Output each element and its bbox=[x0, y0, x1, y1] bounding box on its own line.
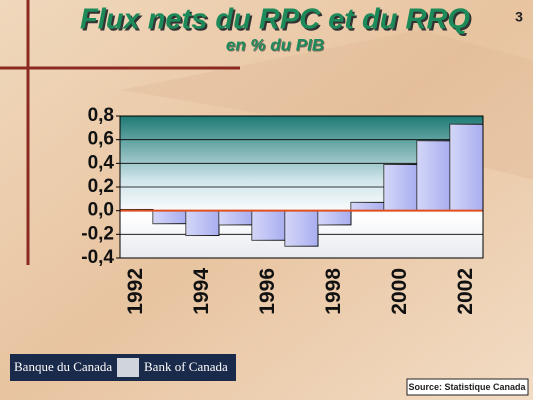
logo-icon bbox=[117, 358, 139, 377]
subtitle-shadow: en % du PIB bbox=[227, 36, 325, 55]
x-tick-label: 1992 bbox=[124, 268, 147, 315]
source-box bbox=[406, 378, 529, 396]
x-tick-label: 2000 bbox=[388, 268, 411, 315]
bar-shine bbox=[417, 140, 450, 211]
plot-frame bbox=[119, 115, 484, 259]
y-tick-label: -0,2 bbox=[81, 223, 114, 244]
bar-shine bbox=[318, 210, 351, 225]
title-shadow: Flux nets du RPC et du RRQ bbox=[82, 6, 472, 38]
y-tick-label: 0,0 bbox=[88, 200, 114, 221]
chart-subtitle: en % du PIB bbox=[226, 35, 324, 54]
x-tick-label: 1994 bbox=[190, 268, 213, 315]
y-tick-label: 0,6 bbox=[88, 129, 114, 150]
y-tick-label: 0,2 bbox=[88, 176, 114, 197]
logo-en: Bank of Canada bbox=[144, 359, 228, 374]
y-tick-label: 0,4 bbox=[88, 152, 115, 173]
bar-shine bbox=[351, 202, 384, 211]
y-tick-label: -0,4 bbox=[81, 247, 114, 268]
bar-shine bbox=[252, 210, 285, 241]
bar-shine bbox=[153, 210, 186, 224]
y-tick-label: 0,8 bbox=[88, 105, 114, 126]
source: Source: Statistique Canada bbox=[408, 382, 526, 392]
logo-fr: Banque du Canada bbox=[14, 359, 112, 374]
bar-shine bbox=[384, 164, 417, 211]
chart-title: Flux nets du RPC et du RRQ bbox=[80, 4, 470, 36]
bar-shine bbox=[186, 210, 219, 236]
bar-shine bbox=[219, 210, 252, 225]
bar-shine bbox=[450, 124, 483, 211]
bar-shine bbox=[285, 210, 318, 247]
x-tick-label: 1998 bbox=[322, 268, 345, 315]
plot: -0,4 -0,20,0 0,2 0,40,6 0,8 1992 1994 1996 1998 2… bbox=[81, 105, 484, 315]
x-tick-label: 2002 bbox=[454, 268, 477, 315]
page-number: 3 bbox=[515, 9, 523, 25]
x-tick-label: 1996 bbox=[256, 268, 279, 315]
